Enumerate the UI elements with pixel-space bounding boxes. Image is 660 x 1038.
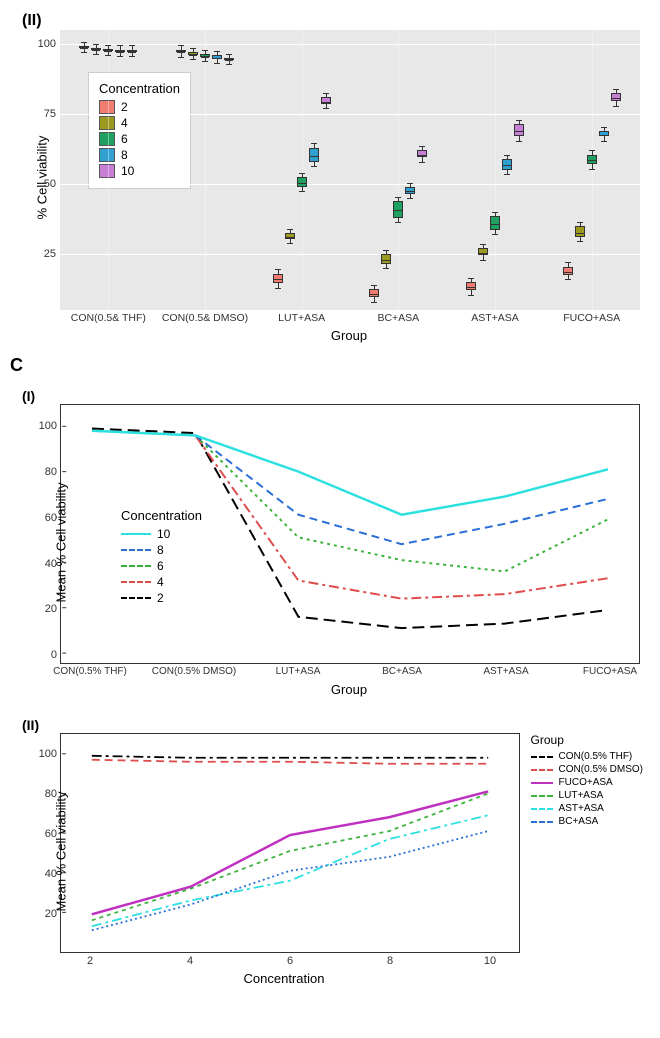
legend-item: 2 (99, 100, 180, 114)
legend-swatch (99, 148, 115, 162)
panel-II-xlabel: Group (60, 326, 638, 343)
ytick-label: 100 (38, 38, 60, 50)
line-series-group (92, 815, 488, 926)
line-series-group (92, 756, 488, 758)
boxplot-box (127, 50, 137, 52)
boxplot-box (405, 187, 415, 194)
ytick-label: 50 (44, 178, 60, 190)
panel-CI-legend: Concentration 108642 (111, 500, 212, 615)
boxplot-box (309, 148, 319, 162)
panel-CII-legend: Group CON(0.5% THF)CON(0.5% DMSO)FUCO+AS… (531, 733, 643, 829)
line-series-group (92, 793, 488, 920)
legend-item: 4 (99, 116, 180, 130)
boxplot-box (224, 58, 234, 60)
boxplot-box (478, 248, 488, 255)
panel-CII-xticks: 246810 (60, 953, 520, 969)
panel-II-plot: % Cell viability Concentration 246810 25… (60, 30, 640, 310)
panel-II: (II) % Cell viability Concentration 2468… (0, 0, 660, 351)
panel-II-legend-title: Concentration (99, 81, 180, 96)
boxplot-box (188, 52, 198, 55)
panel-CI-legend-title: Concentration (121, 508, 202, 523)
boxplot-box (563, 267, 573, 275)
panel-CII-xlabel: Concentration (60, 969, 508, 986)
legend-item: 6 (99, 132, 180, 146)
xtick-label: CON(0.5& THF) (71, 312, 146, 324)
panel-CI-xlabel: Group (60, 680, 638, 697)
line-series-group (92, 791, 488, 914)
panel-CII-legend-title: Group (531, 733, 643, 747)
panel-CII-label: (II) (12, 713, 648, 733)
boxplot-box (393, 201, 403, 218)
boxplot-box (587, 155, 597, 165)
boxplot-box (297, 177, 307, 187)
panel-CII-svg (61, 734, 519, 952)
boxplot-box (176, 50, 186, 53)
xtick-label: LUT+ASA (278, 312, 325, 324)
boxplot-box (369, 289, 379, 297)
figure: (II) % Cell viability Concentration 2468… (0, 0, 660, 994)
legend-swatch (99, 132, 115, 146)
panel-CI-label: (I) (12, 384, 648, 404)
xtick-label: FUCO+ASA (563, 312, 620, 324)
boxplot-box (212, 55, 222, 58)
boxplot-box (502, 159, 512, 170)
xtick-label: BC+ASA (377, 312, 419, 324)
panel-CI: (I) Mean % Cell viability Concentration … (0, 376, 660, 705)
panel-CII: (II) Mean % Cell viability 20406080100 2… (0, 705, 660, 994)
legend-swatch (99, 164, 115, 178)
boxplot-box (417, 150, 427, 157)
boxplot-box (103, 49, 113, 51)
legend-swatch (99, 100, 115, 114)
legend-swatch (99, 116, 115, 130)
line-series-group (92, 760, 488, 764)
panel-CI-xticks: CON(0.5% THF)CON(0.5% DMSO)LUT+ASABC+ASA… (60, 664, 640, 680)
boxplot-box (285, 233, 295, 239)
panel-II-xticks: CON(0.5& THF) CON(0.5& DMSO) LUT+ASA BC+ASA… (60, 310, 640, 326)
boxplot-box (321, 97, 331, 104)
ytick-label: 25 (44, 248, 60, 260)
boxplot-box (91, 48, 101, 50)
boxplot-box (79, 46, 89, 48)
boxplot-box (466, 282, 476, 290)
panel-II-legend: Concentration 2 4 6 8 10 (88, 72, 191, 189)
legend-item: 10 (99, 164, 180, 178)
boxplot-box (611, 93, 621, 101)
panel-CII-plot: Mean % Cell viability 20406080100 (60, 733, 520, 953)
boxplot-box (115, 50, 125, 52)
boxplot-box (514, 124, 524, 137)
boxplot-box (273, 274, 283, 284)
boxplot-box (381, 254, 391, 264)
panel-CI-plot: Mean % Cell viability Concentration 1086… (60, 404, 640, 664)
boxplot-box (490, 216, 500, 230)
legend-item: 8 (99, 148, 180, 162)
boxplot-box (599, 131, 609, 137)
boxplot-box (200, 54, 210, 57)
ytick-label: 75 (44, 108, 60, 120)
section-C-label: C (0, 351, 660, 376)
xtick-label: AST+ASA (471, 312, 519, 324)
xtick-label: CON(0.5& DMSO) (162, 312, 248, 324)
boxplot-box (575, 226, 585, 237)
panel-II-label: (II) (12, 8, 648, 30)
